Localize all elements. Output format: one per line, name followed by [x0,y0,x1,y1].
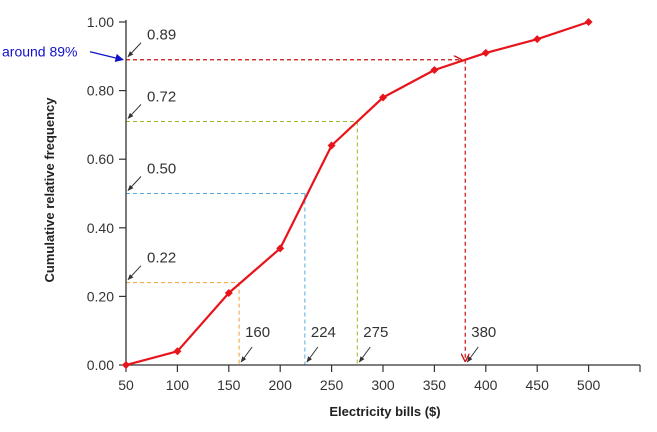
x-tick-label: 500 [577,377,601,393]
y-tick-label: 1.00 [87,14,114,30]
y-annotation-label: 0.89 [147,27,176,44]
x-annotation-label: 380 [471,324,496,341]
y-annotation-label: 0.72 [147,88,176,105]
y-tick-label: 0.20 [87,288,114,304]
data-point [533,35,542,44]
data-point [584,18,593,26]
x-annotation-pointer [240,346,253,363]
data-point [379,93,387,102]
x-tick-label: 250 [320,377,344,393]
data-point [122,361,130,369]
data-point [481,48,490,57]
y-annotation-label: 0.50 [147,161,176,178]
data-point [430,66,439,75]
data-point [224,288,233,297]
annotation-labels: 0.22 0.50 0.72 0.89 160 224 275 380 around 89% [2,27,496,363]
y-annotation-pointer [127,104,142,119]
y-tick-label: 0.40 [87,220,114,236]
x-tick-label: 400 [474,377,498,393]
x-annotation-label: 160 [245,324,270,341]
x-tick-label: 50 [118,377,134,393]
x-tick-label: 200 [269,377,293,393]
y-annotation-pointer [127,176,142,191]
x-annotation-pointer [358,346,371,363]
x-annotation-label: 224 [311,324,336,341]
guide-lines [126,60,465,365]
y-tick-label: 0.80 [87,83,114,99]
y-annotation-label: 0.22 [147,250,176,267]
y-tick-label: 0.00 [87,357,114,373]
x-tick-label: 100 [166,377,190,393]
y-tick-label: 0.60 [87,151,114,167]
x-tick-label: 350 [423,377,447,393]
y-annotation-pointer [127,42,142,58]
data-point [327,141,336,150]
x-annotation-pointer [466,346,479,363]
data-point [276,244,285,253]
side-note-arrow [89,51,124,63]
x-tick-label: 450 [526,377,550,393]
x-axis-title: Electricity bills ($) [329,404,440,419]
x-tick-label: 300 [371,377,395,393]
y-annotation-pointer [127,265,142,281]
axes: 50 100 150 200 250 300 350 400 450 500 0.00 0.20 0.4… [87,14,641,393]
x-annotation-label: 275 [363,324,388,341]
data-series [122,18,593,369]
series-line [125,20,589,367]
data-point [173,347,182,356]
x-tick-label: 150 [217,377,241,393]
side-note-label: around 89% [2,44,78,60]
y-axis-title: Cumulative relative frequency [42,97,57,283]
x-annotation-pointer [306,346,319,363]
